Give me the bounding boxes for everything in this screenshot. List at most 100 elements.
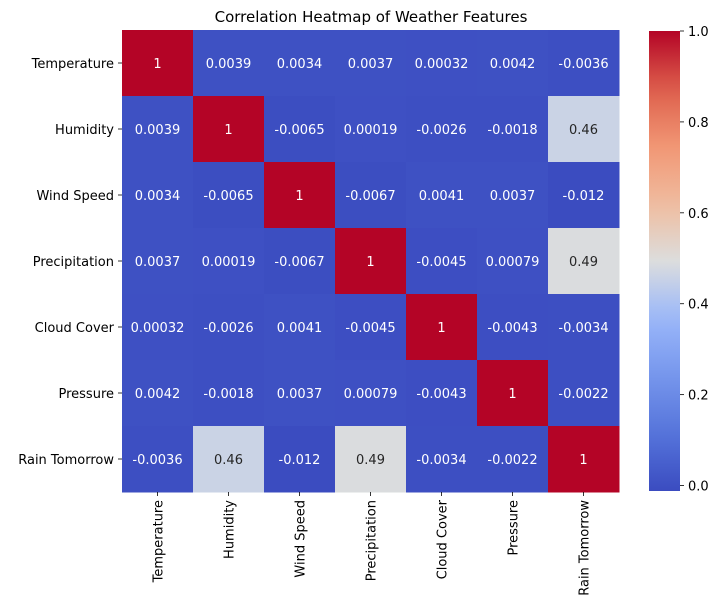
cell-value-label: 0.0034: [277, 57, 323, 72]
heatmap-cell: [477, 96, 549, 163]
heatmap-cell: [335, 294, 407, 361]
cell-value-label: -0.012: [279, 453, 321, 468]
cell-value-label: -0.0034: [558, 321, 608, 336]
heatmap-cell: [335, 30, 407, 97]
heatmap-cell: [264, 294, 336, 361]
heatmap-cell: [264, 96, 336, 163]
cell-value-label: 0.0042: [135, 387, 181, 402]
heatmap-cell: [548, 228, 620, 295]
heatmap-cell: [264, 30, 336, 97]
heatmap-cell: [193, 30, 265, 97]
cell-value-label: -0.0018: [203, 387, 253, 402]
cell-value-label: -0.0065: [203, 189, 253, 204]
heatmap-cell: [548, 426, 620, 493]
heatmap-cell-labels: 1 0.0039 0.0034 0.0037 0.00032 0.0042 -0.0036 0…: [131, 57, 609, 468]
heatmap-cell: [477, 294, 549, 361]
x-axis-tick-labels: Temperature Humidity Wind Speed Precipitati…: [152, 492, 593, 596]
cell-value-label: 0.0042: [490, 57, 536, 72]
heatmap-cell: [406, 30, 478, 97]
heatmap-cell: [122, 426, 194, 493]
cell-value-label: -0.0036: [132, 453, 182, 468]
cell-value-label: 1: [579, 453, 587, 468]
cell-value-label: -0.012: [563, 189, 605, 204]
cell-value-label: 0.0034: [135, 189, 181, 204]
heatmap-cell: [406, 294, 478, 361]
cell-value-label: 0.0039: [135, 123, 181, 138]
heatmap-cell: [122, 30, 194, 97]
heatmap-cell: [335, 426, 407, 493]
cell-value-label: 0.0041: [277, 321, 323, 336]
x-tick-label: Rain Tomorrow: [578, 500, 593, 596]
cell-value-label: -0.0067: [274, 255, 324, 270]
chart-title: Correlation Heatmap of Weather Features: [215, 8, 528, 26]
cell-value-label: 1: [295, 189, 303, 204]
x-tick-label: Pressure: [507, 500, 522, 556]
x-tick-label: Wind Speed: [294, 500, 309, 578]
cell-value-label: 0.0039: [206, 57, 252, 72]
heatmap-cell: [406, 162, 478, 229]
colorbar-tick-label: 0.6: [688, 207, 709, 222]
heatmap-cell: [477, 30, 549, 97]
cell-value-label: 0.00032: [131, 321, 185, 336]
colorbar-tick-label: 0.8: [688, 116, 709, 131]
heatmap-cell: [477, 228, 549, 295]
cell-value-label: 0.46: [214, 453, 243, 468]
heatmap-cell: [406, 96, 478, 163]
cell-value-label: 0.00079: [486, 255, 540, 270]
y-tick-label: Cloud Cover: [35, 321, 115, 336]
cell-value-label: 1: [366, 255, 374, 270]
y-tick-label: Temperature: [31, 57, 114, 72]
y-tick-label: Rain Tomorrow: [18, 453, 114, 468]
heatmap-cell: [264, 228, 336, 295]
heatmap-cell: [335, 228, 407, 295]
colorbar-tick-labels: 0.0 0.2 0.4 0.6 0.8 1.0: [680, 25, 709, 495]
cell-value-label: 0.49: [356, 453, 385, 468]
cell-value-label: -0.0065: [274, 123, 324, 138]
heatmap-cell: [477, 360, 549, 427]
colorbar-tick-label: 0.2: [688, 389, 709, 404]
cell-value-label: 1: [153, 57, 161, 72]
cell-value-label: 0.0037: [348, 57, 394, 72]
heatmap-cell: [548, 360, 620, 427]
heatmap-cell: [193, 228, 265, 295]
y-axis-tick-labels: Temperature Humidity Wind Speed Precipitati…: [18, 57, 122, 468]
heatmap-cell: [264, 162, 336, 229]
x-tick-label: Humidity: [223, 500, 238, 559]
heatmap-cell: [548, 294, 620, 361]
cell-value-label: 0.46: [569, 123, 598, 138]
heatmap-cell: [264, 360, 336, 427]
cell-value-label: 0.0037: [490, 189, 536, 204]
heatmap-cell: [335, 360, 407, 427]
heatmap-cell: [193, 294, 265, 361]
heatmap-cell: [122, 96, 194, 163]
heatmap-cell: [122, 228, 194, 295]
heatmap-cell: [193, 162, 265, 229]
heatmap-cell: [548, 162, 620, 229]
cell-value-label: -0.0018: [487, 123, 537, 138]
cell-value-label: -0.0036: [558, 57, 608, 72]
cell-value-label: -0.0043: [416, 387, 466, 402]
heatmap-cell: [193, 96, 265, 163]
heatmap-cell: [406, 360, 478, 427]
y-tick-label: Pressure: [58, 387, 114, 402]
cell-value-label: 0.0041: [419, 189, 465, 204]
cell-value-label: 0.00079: [344, 387, 398, 402]
heatmap-cell: [122, 360, 194, 427]
cell-value-label: -0.0026: [416, 123, 466, 138]
heatmap-cell: [264, 426, 336, 493]
heatmap-cell: [406, 228, 478, 295]
x-tick-label: Temperature: [152, 500, 167, 583]
heatmap-cell: [548, 96, 620, 163]
heatmap-cell: [335, 162, 407, 229]
cell-value-label: 0.0037: [277, 387, 323, 402]
heatmap-cell: [193, 426, 265, 493]
colorbar-tick-label: 1.0: [688, 25, 709, 40]
colorbar: [649, 31, 680, 491]
heatmap-cells: [122, 30, 620, 493]
heatmap-cell: [122, 162, 194, 229]
cell-value-label: -0.0045: [345, 321, 395, 336]
cell-value-label: 1: [224, 123, 232, 138]
x-tick-label: Cloud Cover: [436, 499, 451, 579]
